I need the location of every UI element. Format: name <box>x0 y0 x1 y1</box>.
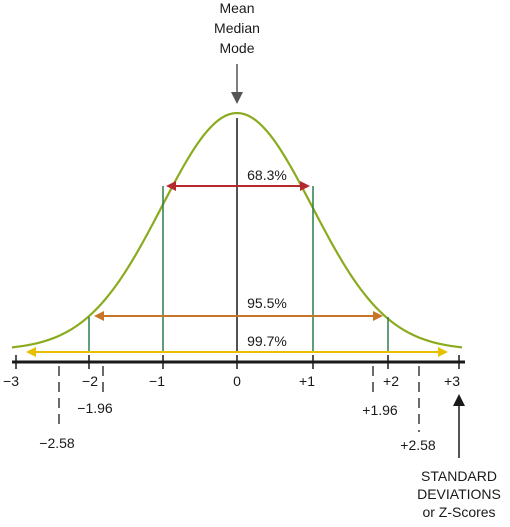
mean-label: Mean <box>219 0 254 16</box>
interval-95-label: 95.5% <box>247 295 287 311</box>
tick-label-0: 0 <box>233 373 241 389</box>
interval-68-arrowhead-left <box>166 181 176 191</box>
tick-label-plus-2: +2 <box>383 373 399 389</box>
tick-label-minus-1: −1 <box>149 373 165 389</box>
interval-68-label: 68.3% <box>247 167 287 183</box>
interval-99-label: 99.7% <box>247 333 287 349</box>
axis-caption-line3: or Z-Scores <box>422 504 495 520</box>
critical-value-pos-196: +1.96 <box>362 402 398 418</box>
critical-value-pos-258: +2.58 <box>400 437 436 453</box>
axis-caption-line1: STANDARD <box>421 468 497 484</box>
interval-99-arrowhead-left <box>26 347 36 357</box>
interval-95-arrowhead-left <box>94 311 104 321</box>
tick-label-minus-2: −2 <box>82 373 98 389</box>
interval-68-arrowhead-right <box>300 181 310 191</box>
critical-value-neg-196: −1.96 <box>77 400 113 416</box>
axis-caption-line2: DEVIATIONS <box>417 486 501 502</box>
mode-label: Mode <box>219 40 254 56</box>
bell-curve <box>11 111 463 349</box>
interval-99-arrowhead-right <box>438 347 448 357</box>
tick-label-minus-3: −3 <box>3 373 19 389</box>
tick-label-plus-1: +1 <box>299 373 315 389</box>
interval-95-arrowhead-right <box>373 311 383 321</box>
critical-value-markers <box>58 366 420 432</box>
axis-tick-marks <box>15 355 460 369</box>
critical-value-neg-258: −2.58 <box>39 435 75 451</box>
median-label: Median <box>214 20 260 36</box>
tick-label-plus-3: +3 <box>444 373 460 389</box>
